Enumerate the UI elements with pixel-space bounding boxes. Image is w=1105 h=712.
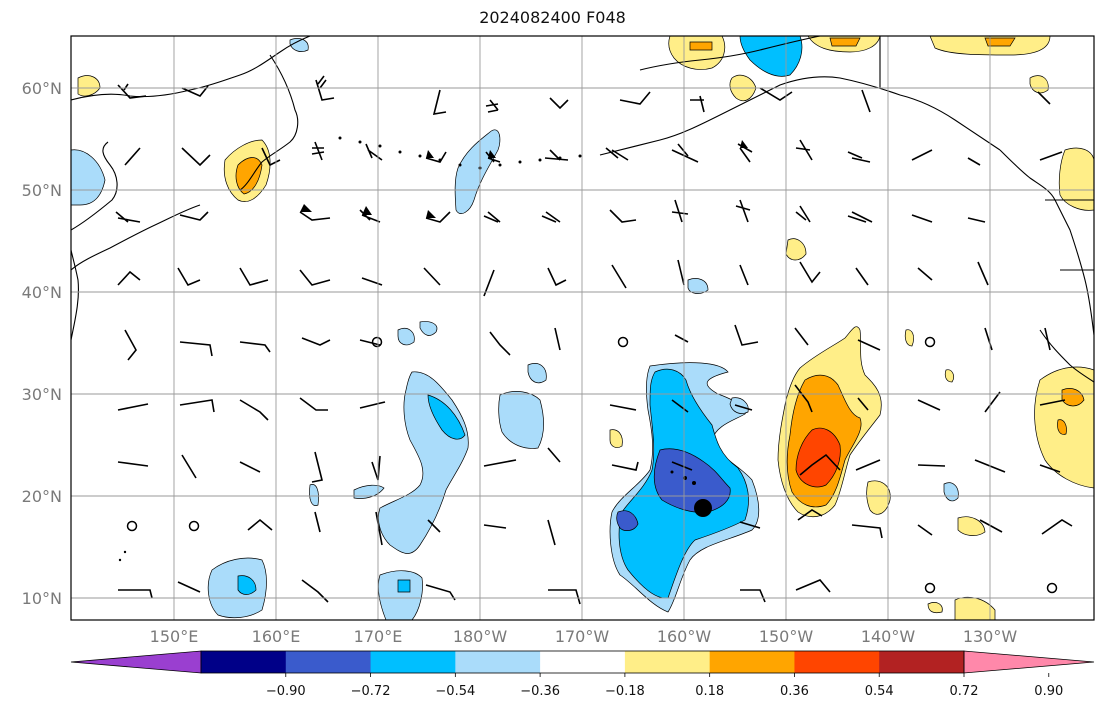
- colorbar-segment: [709, 651, 795, 673]
- barb-flags: [300, 140, 748, 218]
- lon-label: 130°W: [963, 627, 1018, 646]
- calm-wind-circles: [126, 336, 1058, 594]
- colorbar-tick-label: −0.36: [520, 684, 560, 699]
- colorbar-tick-label: 0.54: [865, 684, 894, 699]
- lon-label: 170°E: [354, 627, 403, 646]
- colorbar-tick-label: −0.54: [435, 684, 475, 699]
- plot-title: 2024082400 F048: [479, 8, 626, 27]
- colorbar-segment: [624, 651, 711, 673]
- lat-label: 20°N: [22, 487, 62, 506]
- colorbar-segment: [794, 651, 880, 673]
- hawaii-marker: [694, 499, 712, 517]
- colorbar-outline: [200, 650, 965, 674]
- lon-label: 150°W: [759, 627, 814, 646]
- lon-label: 140°W: [861, 627, 916, 646]
- lon-label: 150°E: [150, 627, 199, 646]
- lon-label: 160°W: [657, 627, 712, 646]
- colorbar-segment: [201, 651, 287, 673]
- longitude-labels: 150°E 160°E 170°E 180°W 170°W 160°W 150°W 140°W…: [150, 627, 1018, 646]
- lat-label: 50°N: [22, 181, 62, 200]
- colorbar-segment: [540, 651, 626, 673]
- lat-label: 40°N: [22, 283, 62, 302]
- map-frame: [70, 35, 1095, 621]
- colorbar-tick-label: −0.18: [605, 684, 645, 699]
- colorbar-tick-label: 0.18: [695, 684, 724, 699]
- lon-label: 180°W: [453, 627, 508, 646]
- lat-label: 30°N: [22, 385, 62, 404]
- wind-barbs: [115, 75, 1073, 605]
- anomaly-shading: [71, 36, 1094, 620]
- colorbar-tick-label: −0.90: [266, 684, 306, 699]
- colorbar-extend-low: [70, 650, 202, 674]
- colorbar-tick-label: 0.72: [950, 684, 979, 699]
- latitude-labels: 10°N 20°N 30°N 40°N 50°N 60°N: [22, 79, 62, 608]
- colorbar-segment: [879, 651, 965, 673]
- colorbar-segment: [285, 651, 372, 673]
- colorbar-tick-label: 0.90: [1034, 684, 1063, 699]
- lon-label: 170°W: [555, 627, 610, 646]
- graticule: [71, 36, 1094, 620]
- colorbar: −0.90 −0.72 −0.54 −0.36 −0.18 0.18 0.36 0.54 0.7…: [70, 650, 1095, 699]
- islands: [118, 136, 712, 562]
- lat-label: 60°N: [22, 79, 62, 98]
- colorbar-tick-label: −0.72: [351, 684, 391, 699]
- colorbar-segment: [370, 651, 456, 673]
- colorbar-extend-high: [963, 650, 1095, 674]
- colorbar-segment: [455, 651, 541, 673]
- lat-label: 10°N: [22, 589, 62, 608]
- colorbar-tick-label: 0.36: [780, 684, 809, 699]
- lon-label: 160°E: [252, 627, 301, 646]
